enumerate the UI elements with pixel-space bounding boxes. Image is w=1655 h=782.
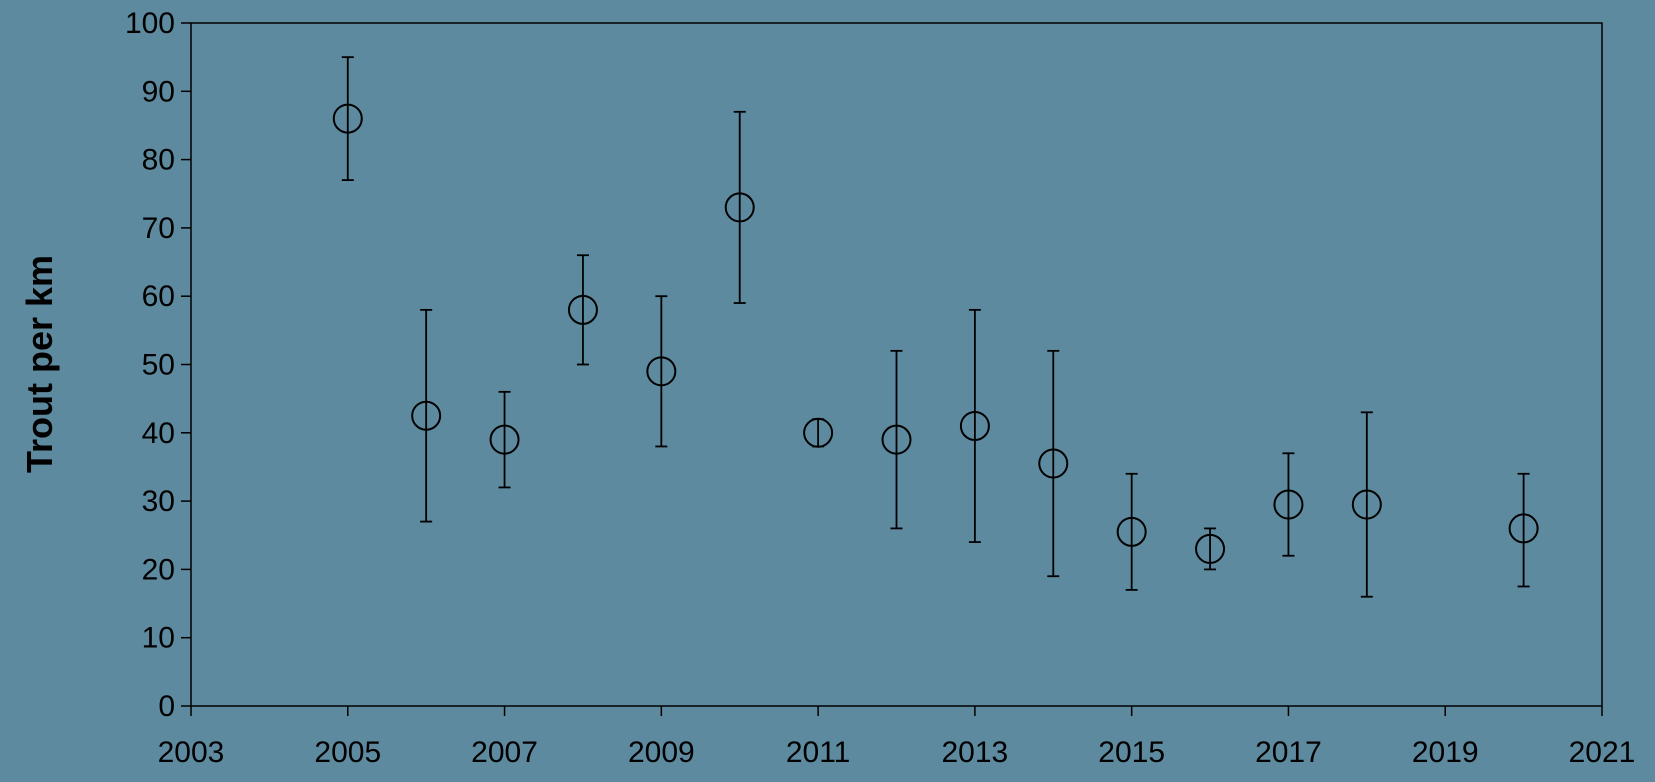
data-point xyxy=(881,424,912,455)
x-tick-label: 2005 xyxy=(314,736,381,769)
data-point xyxy=(567,294,598,325)
x-tick-label: 2003 xyxy=(158,736,225,769)
data-point xyxy=(1351,489,1382,520)
y-tick-label: 10 xyxy=(142,622,175,655)
data-point xyxy=(1038,448,1069,479)
data-point xyxy=(332,103,363,134)
data-point xyxy=(1195,533,1226,564)
x-axis: 2003 2005 2007 2009 2011 2013 2015 2017 2019 2021 xyxy=(158,706,1636,769)
x-tick-label: 2011 xyxy=(786,736,851,769)
x-tick-label: 2013 xyxy=(942,736,1009,769)
y-tick-label: 90 xyxy=(142,75,175,108)
x-tick-label: 2019 xyxy=(1412,736,1479,769)
y-tick-label: 100 xyxy=(125,7,175,40)
y-tick-label: 80 xyxy=(142,144,175,177)
y-tick-label: 50 xyxy=(142,349,175,382)
data-point xyxy=(489,424,520,455)
y-tick-label: 70 xyxy=(142,212,175,245)
y-tick-label: 20 xyxy=(142,553,175,586)
data-point xyxy=(1273,489,1304,520)
data-point xyxy=(1116,516,1147,547)
x-tick-label: 2015 xyxy=(1098,736,1165,769)
data-point xyxy=(411,400,442,431)
x-tick-label: 2007 xyxy=(471,736,538,769)
data-point xyxy=(646,356,677,387)
data-point xyxy=(724,192,755,223)
data-points xyxy=(332,56,1539,598)
y-tick-label: 60 xyxy=(142,280,175,313)
x-tick-label: 2021 xyxy=(1569,736,1636,769)
x-tick-label: 2017 xyxy=(1255,736,1322,769)
y-tick-label: 40 xyxy=(142,417,175,450)
data-point xyxy=(803,417,834,448)
y-axis: 0 10 20 30 40 50 60 70 80 90 100 xyxy=(125,7,191,723)
data-point xyxy=(1508,513,1539,544)
y-tick-label: 0 xyxy=(158,690,175,723)
y-axis-label: Trout per km xyxy=(19,255,60,473)
data-point xyxy=(959,410,990,441)
x-tick-label: 2009 xyxy=(628,736,695,769)
y-tick-label: 30 xyxy=(142,485,175,518)
